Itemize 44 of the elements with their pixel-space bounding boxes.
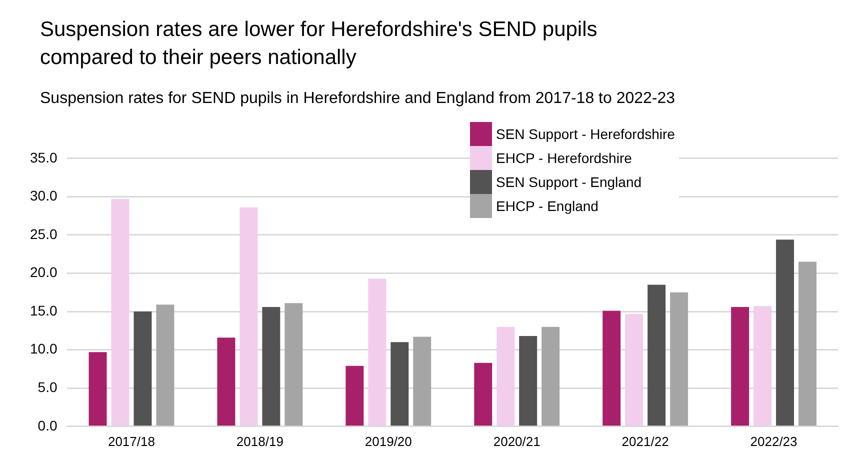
bar	[602, 310, 621, 426]
legend-label: EHCP - Herefordshire	[496, 150, 632, 166]
bar	[156, 304, 174, 426]
bar	[390, 342, 409, 426]
legend-label: SEN Support - England	[496, 174, 642, 190]
chart-subtitle: Suspension rates for SEND pupils in Herefordshire and England from 2017-18 to 2022-23	[40, 89, 676, 109]
y-tick-label: 35.0	[30, 149, 58, 166]
y-tick-label: 20.0	[30, 264, 58, 280]
bar	[346, 366, 364, 426]
bar	[111, 198, 130, 426]
x-tick-label: 2019/20	[364, 434, 412, 449]
x-tick-label: 2022/23	[750, 434, 798, 449]
bar	[88, 352, 107, 426]
bar	[519, 336, 538, 426]
y-tick-label: 10.0	[30, 340, 58, 357]
bar	[754, 306, 772, 426]
x-tick-label: 2021/22	[622, 434, 669, 449]
legend-label: SEN Support - Herefordshire	[496, 126, 675, 142]
bar	[542, 326, 560, 426]
x-tick-label: 2020/21	[493, 434, 540, 449]
chart-title: Suspension rates are lower for Herefordshire's SEND pupils compared to their peers nationally	[40, 17, 598, 71]
bar	[625, 314, 644, 426]
bar	[240, 207, 258, 426]
bar	[262, 306, 280, 426]
bar	[731, 306, 750, 426]
y-tick-label: 15.0	[30, 302, 58, 318]
x-tick-label: 2018/19	[236, 434, 284, 449]
bar	[496, 326, 515, 426]
bar	[648, 284, 666, 426]
bar	[798, 262, 816, 426]
bar	[474, 362, 492, 426]
legend-label: EHCP - England	[496, 198, 598, 214]
y-tick-label: 25.0	[30, 226, 58, 242]
bar	[284, 303, 303, 426]
y-tick-label: 5.0	[38, 378, 58, 395]
bar	[670, 292, 688, 426]
x-tick-label: 2017/18	[108, 434, 155, 449]
y-tick-label: 30.0	[30, 188, 58, 204]
bar	[217, 338, 236, 426]
bar	[413, 336, 432, 426]
y-tick-label: 0.0	[38, 417, 58, 434]
bar	[776, 240, 794, 426]
bar	[134, 312, 152, 426]
bar	[368, 278, 386, 426]
